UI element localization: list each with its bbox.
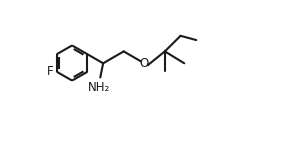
Text: F: F bbox=[47, 65, 53, 78]
Text: O: O bbox=[140, 57, 149, 70]
Text: NH₂: NH₂ bbox=[88, 81, 110, 94]
